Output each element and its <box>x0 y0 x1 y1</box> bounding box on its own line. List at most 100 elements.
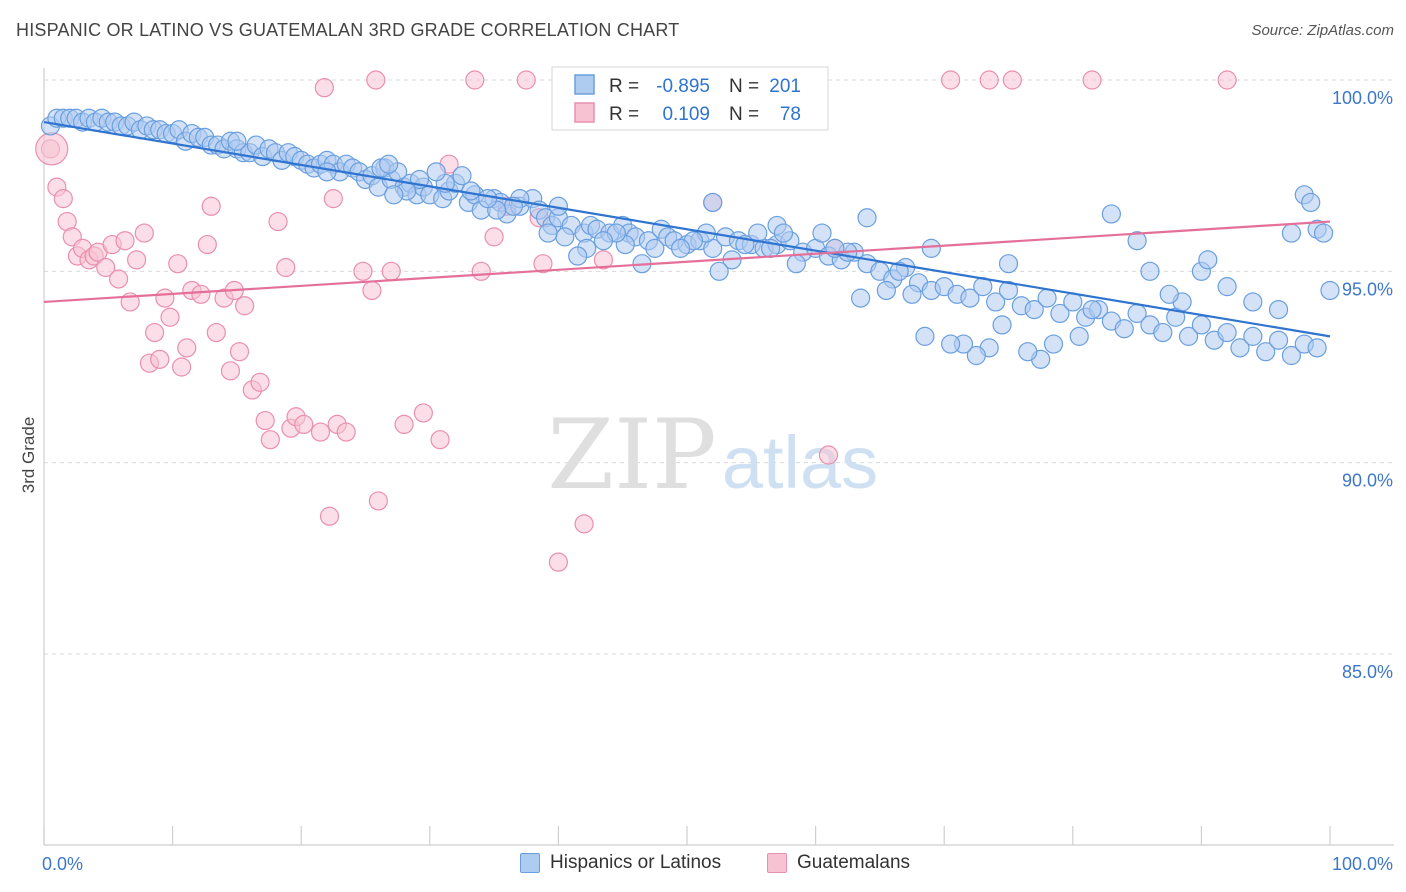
point-guatemalans <box>818 445 839 465</box>
legend-r-value-1: -0.895 <box>656 76 710 97</box>
point-hispanics <box>921 238 941 258</box>
point-hispanics <box>1069 326 1089 346</box>
point-hispanics <box>1050 303 1070 324</box>
point-hispanics <box>568 246 588 266</box>
point-hispanics <box>227 131 247 151</box>
point-guatemalans <box>465 70 485 90</box>
point-hispanics <box>1268 300 1289 320</box>
point-guatemalans <box>471 261 491 281</box>
point-hispanics <box>1281 345 1302 366</box>
legend-n-value-2: 78 <box>780 104 801 125</box>
legend-item-guatemalans: Guatemalans <box>767 852 910 874</box>
point-hispanics <box>998 280 1019 301</box>
point-guatemalans <box>533 254 553 274</box>
point-hispanics <box>857 208 877 228</box>
point-guatemalans <box>134 223 154 243</box>
point-guatemalans <box>268 211 288 232</box>
point-hispanics <box>1313 223 1334 243</box>
point-guatemalans <box>381 261 401 281</box>
y-tick-label: 95.0% <box>1342 279 1393 299</box>
point-guatemalans <box>115 231 135 251</box>
legend-item-hispanics: Hispanics or Latinos <box>520 852 721 874</box>
x-tick-label: 0.0% <box>42 854 83 874</box>
watermark: ZIP atlas <box>547 399 878 511</box>
point-hispanics <box>1230 338 1250 358</box>
point-hispanics <box>670 238 691 258</box>
point-hispanics <box>1191 315 1212 335</box>
point-guatemalans <box>191 284 211 304</box>
point-guatemalans <box>172 357 192 377</box>
point-hispanics <box>1281 223 1302 243</box>
point-guatemalans <box>548 552 569 572</box>
point-guatemalans <box>336 422 356 442</box>
point-guatemalans <box>155 288 175 308</box>
legend-swatch-pink <box>574 102 595 123</box>
point-hispanics <box>703 192 723 213</box>
point-hispanics <box>889 261 909 281</box>
x-tick-label: 100.0% <box>1332 854 1393 874</box>
y-tick-label: 100.0% <box>1332 88 1393 108</box>
point-hispanics <box>941 334 961 354</box>
point-hispanics <box>1320 280 1340 301</box>
point-guatemalans <box>201 196 221 216</box>
point-guatemalans <box>150 349 170 369</box>
point-guatemalans <box>1002 70 1022 90</box>
point-hispanics <box>1153 322 1173 343</box>
point-hispanics <box>1127 231 1147 251</box>
point-guatemalans <box>220 361 241 381</box>
point-hispanics <box>1159 284 1179 304</box>
point-guatemalans <box>314 78 334 98</box>
bottom-legend: Hispanics or Latinos Guatemalans <box>0 850 1406 878</box>
point-guatemalans <box>206 322 226 343</box>
point-hispanics <box>1256 342 1276 362</box>
source-label: Source: ZipAtlas.com <box>1251 22 1394 39</box>
point-hispanics <box>1243 326 1263 346</box>
point-hispanics <box>960 288 980 308</box>
point-guatemalans <box>368 491 388 511</box>
point-hispanics <box>992 315 1012 335</box>
legend-swatch-blue <box>574 74 595 95</box>
legend-n-label-1: N = <box>729 76 759 97</box>
legend-box: R = -0.895 N = 201 R = 0.109 N = 78 <box>551 66 829 131</box>
point-guatemalans <box>177 338 197 358</box>
point-guatemalans <box>979 70 999 90</box>
axes <box>43 68 1394 846</box>
point-hispanics <box>915 326 935 346</box>
legend-swatch-hispanics <box>520 853 540 873</box>
point-hispanics <box>1243 292 1263 312</box>
trend-lines <box>43 121 1331 338</box>
point-guatemalans <box>319 506 340 526</box>
point-hispanics <box>379 154 399 174</box>
tick-labels: 85.0% 90.0% 95.0% 100.0% 0.0% 100.0% <box>42 88 1393 874</box>
legend-r-label-1: R = <box>609 76 639 97</box>
point-guatemalans <box>430 430 450 450</box>
point-hispanics <box>1268 330 1289 350</box>
point-hispanics <box>1301 192 1321 213</box>
point-guatemalans <box>362 280 382 301</box>
point-hispanics <box>998 254 1019 274</box>
point-guatemalans <box>53 189 73 209</box>
legend-label-guatemalans: Guatemalans <box>797 852 911 873</box>
point-hispanics <box>384 185 404 205</box>
point-guatemalans <box>168 254 188 274</box>
point-guatemalans <box>160 307 180 327</box>
point-hispanics <box>317 162 337 182</box>
point-hispanics <box>1082 300 1102 320</box>
point-hispanics <box>1307 338 1327 358</box>
point-hispanics <box>538 223 558 243</box>
point-guatemalans <box>144 322 165 343</box>
point-guatemalans <box>323 189 343 209</box>
point-hispanics <box>902 284 922 304</box>
point-hispanics <box>773 223 794 243</box>
point-hispanics <box>1101 204 1121 224</box>
point-guatemalans <box>516 70 536 90</box>
watermark-atlas: atlas <box>722 421 878 504</box>
point-guatemalans <box>108 269 129 289</box>
point-hispanics <box>1024 300 1044 320</box>
point-guatemalans <box>126 250 147 270</box>
point-hispanics <box>966 345 986 366</box>
point-hispanics <box>1217 277 1237 297</box>
point-hispanics <box>1178 326 1199 346</box>
point-hispanics <box>478 189 498 209</box>
legend-n-label-2: N = <box>729 104 759 125</box>
